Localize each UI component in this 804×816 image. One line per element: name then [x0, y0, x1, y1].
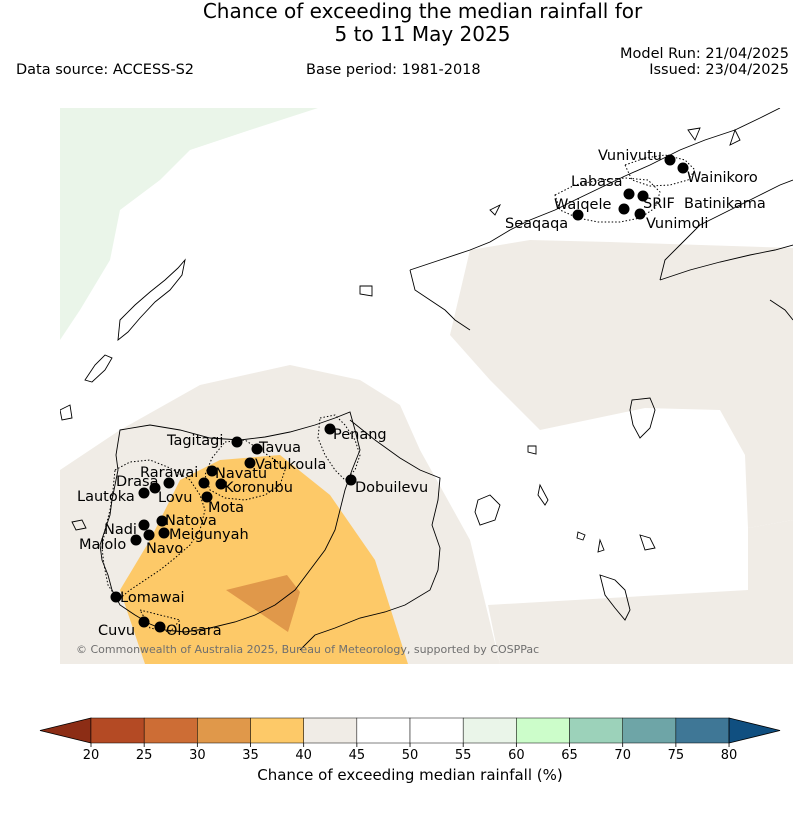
colorbar-tick-label: 50: [402, 748, 419, 763]
label-vunivutu: Vunivutu: [598, 148, 662, 164]
map-area: Vunivutu Wainikoro Labasa SRIF Batinikam…: [60, 108, 793, 664]
region-40-45-east: [450, 240, 793, 528]
colorbar-tick-label: 30: [189, 748, 206, 763]
colorbar-arrow-high: [728, 717, 781, 744]
colorbar-segment: [356, 717, 411, 744]
colorbar-tick-label: 55: [455, 748, 472, 763]
label-labasa: Labasa: [571, 174, 623, 190]
colorbar-tick-label: 20: [83, 748, 100, 763]
region-40-45-southeast: [488, 520, 793, 664]
colorbar-tick-label: 80: [721, 748, 738, 763]
model-run: Model Run: 21/04/2025: [619, 46, 789, 62]
colorbar-segment: [197, 717, 251, 744]
colorbar-tick-label: 40: [295, 748, 312, 763]
label-seaqaqa: Seaqaqa: [505, 216, 568, 232]
region-55-60: [60, 108, 318, 340]
label-vatukoula: Vatukoula: [255, 457, 326, 473]
label-tagitagi: Tagitagi: [166, 433, 223, 449]
label-mota: Mota: [208, 500, 244, 516]
label-olosara: Olosara: [166, 623, 222, 639]
colorbar-tick-label: 70: [614, 748, 631, 763]
location-markers: Vunivutu Wainikoro Labasa SRIF Batinikam…: [77, 148, 766, 639]
colorbar-tick-label: 65: [561, 748, 578, 763]
label-natova: Natova: [165, 513, 217, 529]
label-rarawai: Rarawai: [140, 465, 198, 481]
colorbar-segment: [250, 717, 304, 744]
label-meigunyah: Meigunyah: [169, 527, 249, 543]
colorbar-tick-label: 45: [349, 748, 366, 763]
colorbar-tick-label: 25: [136, 748, 153, 763]
label-vunimoli: Vunimoli: [646, 216, 708, 232]
map-title: Chance of exceeding the median rainfall …: [0, 0, 804, 46]
title-line-2: 5 to 11 May 2025: [334, 22, 511, 46]
label-nadi: Nadi: [104, 522, 137, 538]
colorbar-segment: [622, 717, 677, 744]
region-30-35: [226, 575, 300, 632]
label-wainikoro: Wainikoro: [687, 170, 758, 186]
colorbar-segment: [462, 717, 517, 744]
colorbar-tick-label: 60: [508, 748, 525, 763]
label-navatu: Navatu: [215, 466, 267, 482]
label-drasa: Drasa: [116, 474, 158, 490]
label-tavua: Tavua: [258, 440, 301, 456]
colorbar-label: Chance of exceeding median rainfall (%): [257, 766, 562, 784]
base-period: Base period: 1981-2018: [306, 62, 481, 78]
label-lomawai: Lomawai: [120, 590, 184, 606]
label-waiqele: Waiqele: [554, 197, 611, 213]
label-navo: Navo: [146, 541, 183, 557]
colorbar-segment: [303, 717, 358, 744]
colorbar-segment: [90, 717, 145, 744]
label-lovu: Lovu: [158, 490, 192, 506]
colorbar-segment: [569, 717, 623, 744]
label-srif: SRIF: [643, 196, 675, 212]
colorbar: 20 25 30 35 40 45 50 55 60 65 70 75 80: [39, 717, 781, 763]
label-lautoka: Lautoka: [77, 489, 135, 505]
label-penang: Penang: [333, 427, 387, 443]
colorbar-segment: [675, 717, 730, 744]
colorbar-segment: [516, 717, 570, 744]
label-koronubu: Koronubu: [224, 480, 293, 496]
region-35-40: [120, 455, 408, 664]
issued-date: Issued: 23/04/2025: [649, 62, 789, 78]
label-malolo: Malolo: [79, 537, 126, 553]
label-cuvu: Cuvu: [98, 623, 135, 639]
colorbar-tick-label: 35: [242, 748, 259, 763]
colorbar-tick-label: 75: [668, 748, 685, 763]
label-dobuilevu: Dobuilevu: [355, 480, 428, 496]
title-line-1: Chance of exceeding the median rainfall …: [202, 0, 643, 23]
colorbar-segment: [143, 717, 198, 744]
colorbar-segment: [409, 717, 464, 744]
label-batinikama: Batinikama: [684, 196, 766, 212]
colorbar-arrow-low: [39, 717, 92, 744]
copyright-notice: © Commonwealth of Australia 2025, Bureau…: [76, 643, 539, 656]
coastlines: [60, 108, 793, 651]
data-source: Data source: ACCESS-S2: [16, 62, 195, 78]
